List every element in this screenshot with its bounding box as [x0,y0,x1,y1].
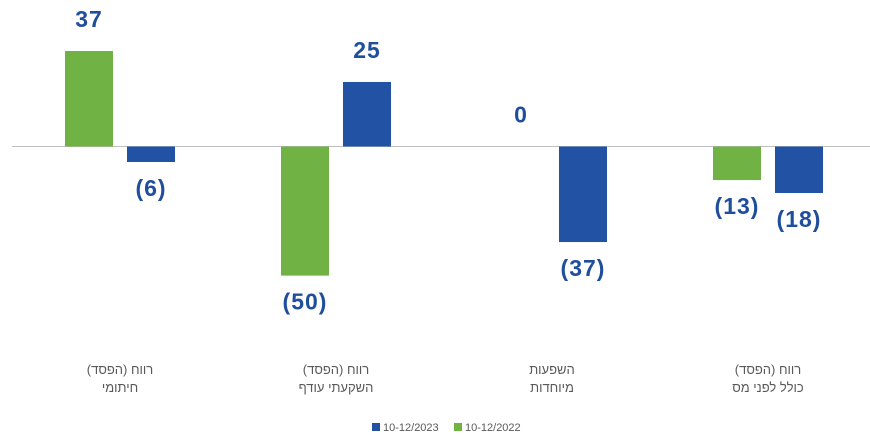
legend-label: 10-12/2023 [383,422,439,434]
category-label: השפעות מיוחדות [529,362,575,395]
value-label: (50) [283,289,328,315]
category-label: רווח (הפסד) חיתומי [86,362,154,395]
legend-swatch [454,423,462,431]
bar [713,146,761,181]
value-label: (37) [561,255,606,281]
value-label: 25 [353,37,381,63]
category-label: רווח (הפסד) השקעתי עודף [298,362,374,395]
bar [775,146,823,193]
bar [343,81,391,147]
category-label: רווח (הפסד) כולל לפני מס [732,362,804,395]
value-label: (6) [135,175,166,201]
bar [127,146,175,163]
value-label: (18) [777,206,822,232]
bar [281,146,329,276]
value-label: 37 [75,6,103,32]
bar [559,146,607,243]
legend-label: 10-12/2022 [465,422,521,434]
value-label: 0 [514,102,528,128]
value-label: (13) [715,193,760,219]
bar [65,50,113,147]
legend-swatch [372,423,380,431]
